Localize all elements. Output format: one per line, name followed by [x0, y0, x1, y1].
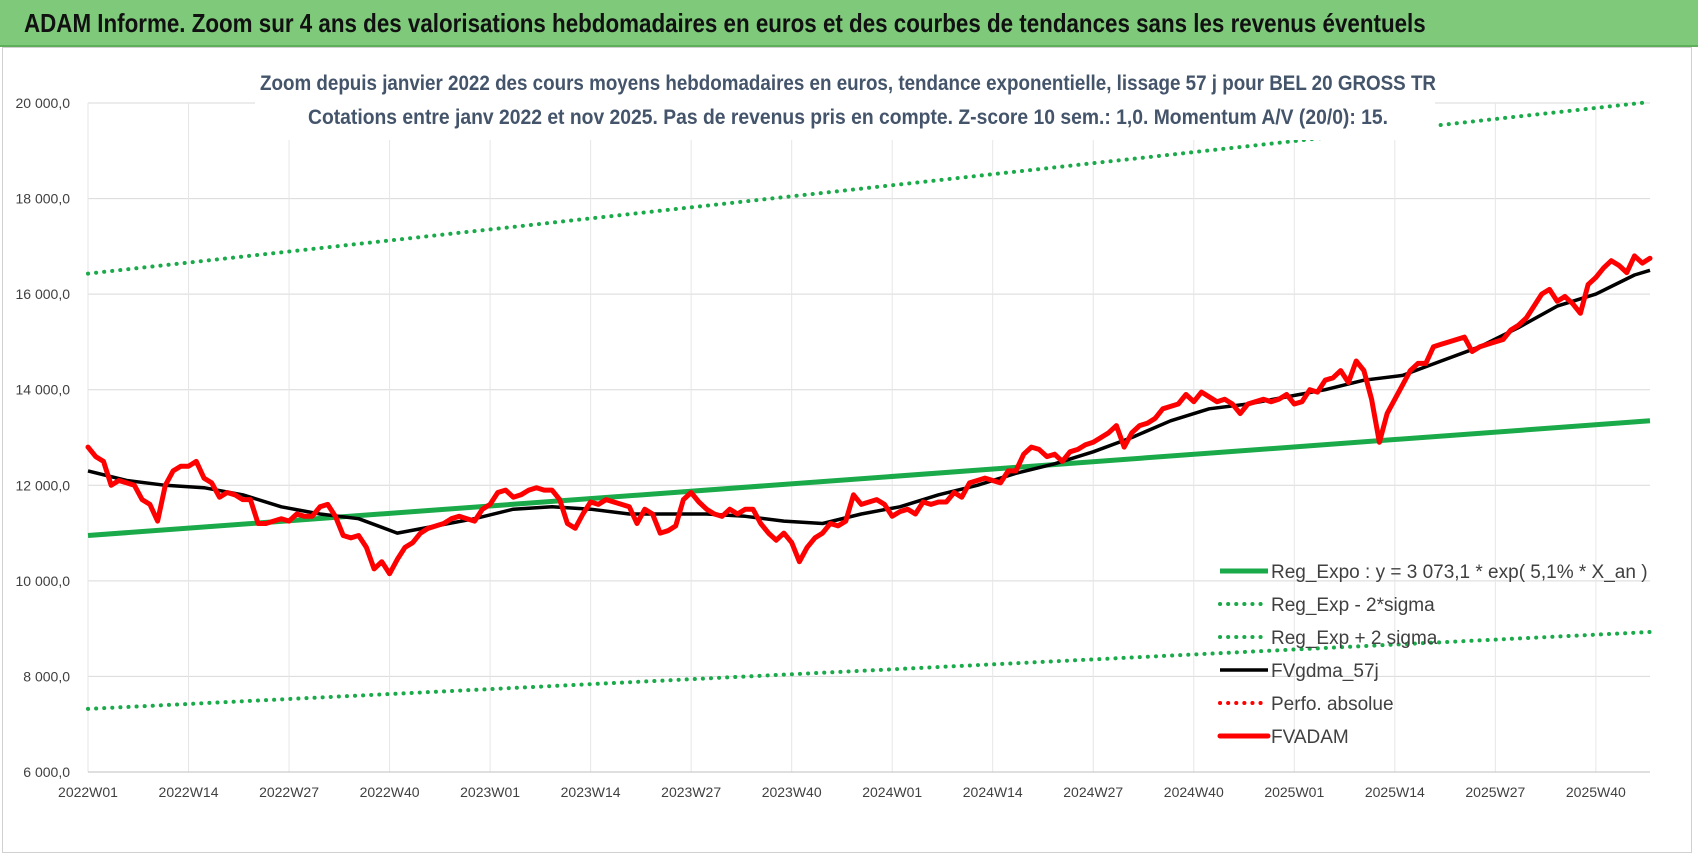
legend-label-5: FVADAM — [1271, 727, 1349, 748]
y-tick-label: 12 000,0 — [16, 477, 71, 493]
y-tick-label: 18 000,0 — [16, 191, 71, 207]
y-tick-label: 20 000,0 — [16, 95, 71, 111]
x-tick-label: 2025W27 — [1465, 784, 1525, 800]
x-tick-label: 2022W27 — [259, 784, 319, 800]
y-tick-label: 8 000,0 — [23, 668, 70, 684]
series-line-3 — [87, 268, 1651, 535]
x-tick-label: 2023W27 — [661, 784, 721, 800]
x-tick-label: 2024W40 — [1164, 784, 1224, 800]
x-tick-label: 2025W14 — [1365, 784, 1425, 800]
y-tick-label: 10 000,0 — [16, 573, 71, 589]
top-banner: ADAM Informe. Zoom sur 4 ans des valoris… — [0, 0, 1698, 47]
x-tick-label: 2022W01 — [58, 784, 118, 800]
series-line-0 — [87, 418, 1651, 538]
x-tick-label: 2025W40 — [1566, 784, 1626, 800]
series-line-5 — [85, 253, 1653, 577]
x-tick-label: 2024W01 — [862, 784, 922, 800]
x-tick-label: 2022W40 — [360, 784, 420, 800]
chart-subtitle: Cotations entre janv 2022 et nov 2025. P… — [308, 106, 1388, 129]
chart-title: Zoom depuis janvier 2022 des cours moyen… — [260, 72, 1436, 95]
x-tick-label: 2023W40 — [762, 784, 822, 800]
x-tick-label: 2024W27 — [1063, 784, 1123, 800]
legend-label-2: Reg_Exp + 2 sigma — [1271, 628, 1438, 649]
series-line-2 — [86, 100, 1652, 276]
banner-title: ADAM Informe. Zoom sur 4 ans des valoris… — [24, 8, 1426, 38]
legend-label-4: Perfo. absolue — [1271, 694, 1394, 715]
x-tick-label: 2025W01 — [1264, 784, 1324, 800]
x-tick-label: 2024W14 — [963, 784, 1023, 800]
legend-label-0: Reg_Expo : y = 3 073,1 * exp( 5,1% * X_a… — [1271, 562, 1648, 583]
x-tick-label: 2022W14 — [159, 784, 219, 800]
x-tick-label: 2023W01 — [460, 784, 520, 800]
series-line-1 — [86, 630, 1652, 711]
legend-label-3: FVgdma_57j — [1271, 661, 1379, 682]
x-tick-label: 2023W14 — [561, 784, 621, 800]
chart-title-background — [255, 62, 1435, 140]
y-tick-label: 6 000,0 — [23, 764, 70, 780]
y-tick-label: 16 000,0 — [16, 286, 71, 302]
legend-label-1: Reg_Exp - 2*sigma — [1271, 595, 1435, 616]
y-tick-label: 14 000,0 — [16, 382, 71, 398]
chart-frame — [2, 47, 1692, 853]
